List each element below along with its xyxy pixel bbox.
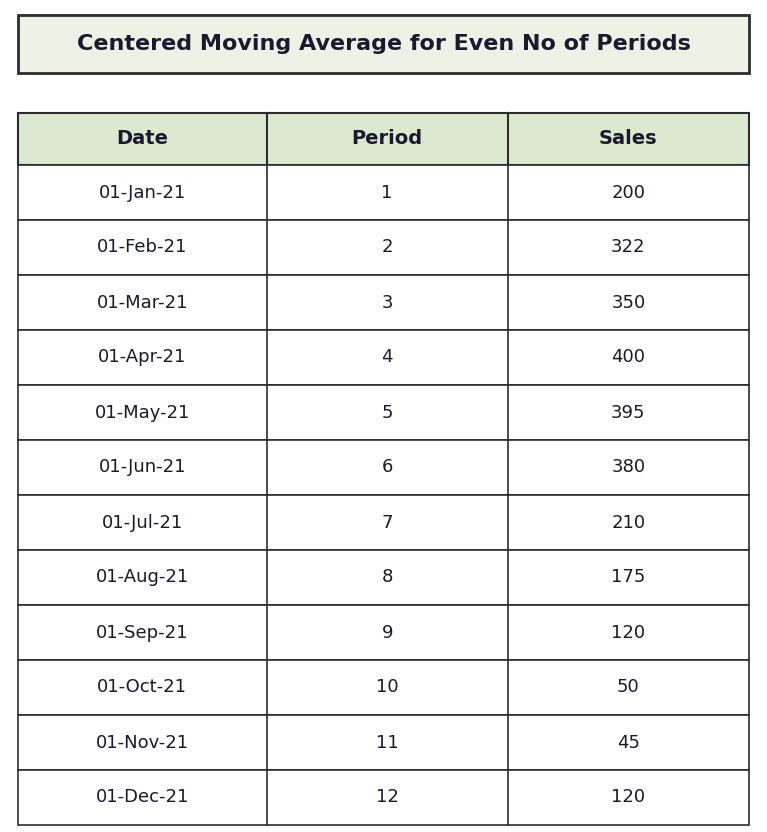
Text: 120: 120 (611, 789, 646, 806)
Bar (18, 495, 749, 550)
Text: 01-Jan-21: 01-Jan-21 (99, 184, 186, 201)
Text: 5: 5 (381, 404, 393, 422)
Text: 3: 3 (381, 294, 393, 311)
Text: 6: 6 (381, 458, 393, 477)
Text: 4: 4 (381, 349, 393, 367)
Text: 01-Apr-21: 01-Apr-21 (98, 349, 186, 367)
Text: Sales: Sales (599, 130, 657, 148)
Text: 01-Aug-21: 01-Aug-21 (96, 568, 189, 587)
Text: 12: 12 (376, 789, 399, 806)
Text: 210: 210 (611, 513, 646, 532)
Bar (18, 550, 749, 605)
Bar (18, 275, 749, 330)
Bar (18, 15, 749, 73)
Text: Period: Period (351, 130, 423, 148)
Text: 120: 120 (611, 623, 646, 641)
Bar (18, 440, 749, 495)
Bar (18, 165, 749, 220)
Text: 01-Jul-21: 01-Jul-21 (102, 513, 183, 532)
Text: 395: 395 (611, 404, 646, 422)
Text: 01-Nov-21: 01-Nov-21 (96, 734, 189, 751)
Bar (18, 770, 749, 825)
Bar (18, 385, 749, 440)
Text: 350: 350 (611, 294, 646, 311)
Text: 10: 10 (376, 679, 399, 696)
Bar (18, 113, 749, 165)
Bar (18, 330, 749, 385)
Text: 01-Jun-21: 01-Jun-21 (98, 458, 186, 477)
Text: 01-Sep-21: 01-Sep-21 (96, 623, 189, 641)
Text: 9: 9 (381, 623, 393, 641)
Bar (18, 220, 749, 275)
Bar (18, 715, 749, 770)
Text: 400: 400 (611, 349, 645, 367)
Bar (18, 605, 749, 660)
Text: 1: 1 (381, 184, 393, 201)
Text: 200: 200 (611, 184, 645, 201)
Text: 2: 2 (381, 239, 393, 256)
Text: 01-Mar-21: 01-Mar-21 (97, 294, 188, 311)
Text: 380: 380 (611, 458, 646, 477)
Text: Centered Moving Average for Even No of Periods: Centered Moving Average for Even No of P… (77, 34, 690, 54)
Bar (18, 660, 749, 715)
Text: 11: 11 (376, 734, 399, 751)
Text: 01-Feb-21: 01-Feb-21 (97, 239, 187, 256)
Text: 01-May-21: 01-May-21 (94, 404, 190, 422)
Text: Date: Date (117, 130, 168, 148)
Text: 322: 322 (611, 239, 646, 256)
Text: 50: 50 (617, 679, 640, 696)
Text: 7: 7 (381, 513, 393, 532)
Text: 01-Oct-21: 01-Oct-21 (97, 679, 187, 696)
Text: 175: 175 (611, 568, 646, 587)
Text: 8: 8 (381, 568, 393, 587)
Text: 01-Dec-21: 01-Dec-21 (96, 789, 189, 806)
Text: 45: 45 (617, 734, 640, 751)
